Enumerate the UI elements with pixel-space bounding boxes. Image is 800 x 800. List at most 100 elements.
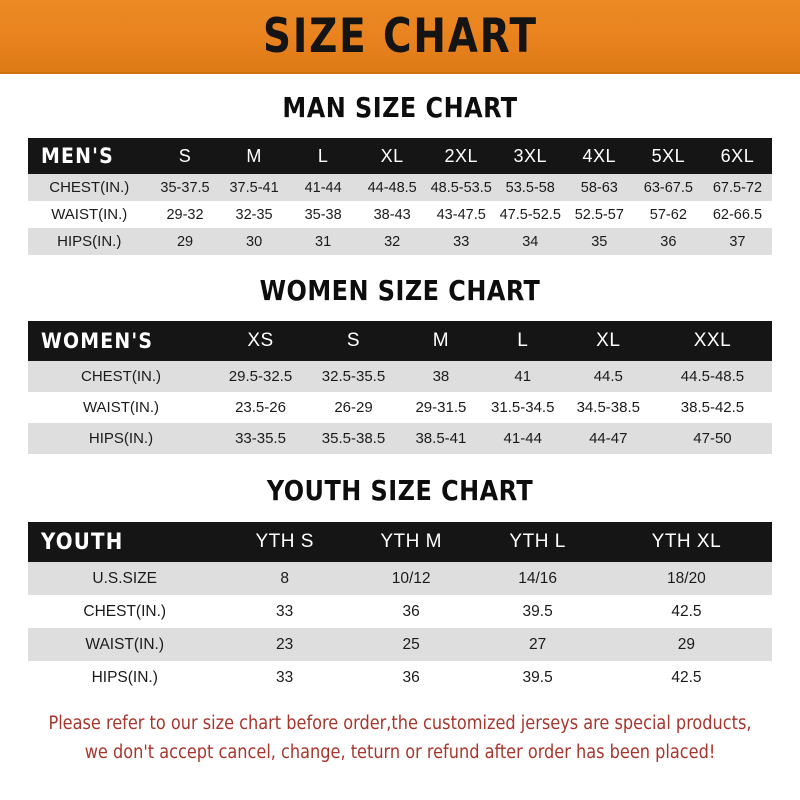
table-row: WAIST(IN.) 29-32 32-35 35-38 38-43 43-47… <box>28 201 772 228</box>
table-row: HIPS(IN.) 29 30 31 32 33 34 35 36 37 <box>28 228 772 255</box>
women-header-row: WOMEN'S XS S M L XL XXL <box>28 321 772 361</box>
youth-cell-0-2: 14/16 <box>518 569 557 587</box>
women-table-body: CHEST(IN.) 29.5-32.5 32.5-35.5 38 41 44.… <box>28 361 772 454</box>
youth-cell-2-0: 23 <box>276 635 294 653</box>
man-cell-1-4: 43-47.5 <box>436 206 486 223</box>
youth-header-row: YOUTH YTH S YTH M YTH L YTH XL <box>28 522 772 562</box>
women-cell-1-0: 23.5-26 <box>235 399 286 416</box>
man-table-head: MEN'S S M L XL 2XL 3XL 4XL 5XL 6XL <box>28 138 772 174</box>
man-cell-0-3: 44-48.5 <box>367 179 417 196</box>
youth-row-label-0: U.S.SIZE <box>92 569 158 587</box>
man-col-header-1: M <box>246 145 262 166</box>
women-cell-0-4: 44.5 <box>593 368 623 385</box>
disclaimer-line-1: Please refer to our size chart before or… <box>48 713 752 734</box>
youth-corner-label: YOUTH <box>41 529 124 555</box>
man-header-row: MEN'S S M L XL 2XL 3XL 4XL 5XL 6XL <box>28 138 772 174</box>
women-cell-1-1: 26-29 <box>334 399 373 416</box>
youth-cell-3-0: 33 <box>276 668 294 686</box>
youth-cell-0-1: 10/12 <box>391 569 431 587</box>
youth-cell-0-0: 8 <box>280 569 289 587</box>
man-cell-0-7: 63-67.5 <box>643 179 693 196</box>
youth-row-label-2: WAIST(IN.) <box>85 635 165 653</box>
man-cell-0-0: 35-37.5 <box>160 179 210 196</box>
women-cell-1-4: 34.5-38.5 <box>576 399 640 416</box>
youth-cell-1-0: 33 <box>276 602 294 620</box>
man-cell-1-1: 32-35 <box>235 206 273 223</box>
youth-cell-2-3: 29 <box>677 635 696 653</box>
women-cell-1-3: 31.5-34.5 <box>491 399 555 416</box>
man-size-table: MEN'S S M L XL 2XL 3XL 4XL 5XL 6XL CHEST… <box>28 138 772 255</box>
table-row: WAIST(IN.) 23 25 27 29 <box>28 628 772 661</box>
youth-cell-3-3: 42.5 <box>671 668 702 686</box>
man-cell-1-0: 29-32 <box>166 206 204 223</box>
women-cell-0-0: 29.5-32.5 <box>228 368 293 385</box>
youth-row-label-1: CHEST(IN.) <box>83 602 167 620</box>
youth-col-header-3: YTH XL <box>651 531 722 552</box>
man-col-header-2: L <box>317 145 329 166</box>
man-table-wrapper: MEN'S S M L XL 2XL 3XL 4XL 5XL 6XL CHEST… <box>0 138 800 255</box>
women-cell-0-5: 44.5-48.5 <box>680 368 745 385</box>
man-cell-2-6: 35 <box>591 233 608 250</box>
youth-col-header-1: YTH M <box>380 531 442 552</box>
youth-cell-2-2: 27 <box>528 635 547 653</box>
man-cell-1-5: 47.5-52.5 <box>499 206 561 223</box>
youth-table-body: U.S.SIZE 8 10/12 14/16 18/20 CHEST(IN.) … <box>28 562 772 694</box>
page-banner: SIZE CHART <box>0 0 800 74</box>
table-row: U.S.SIZE 8 10/12 14/16 18/20 <box>28 562 772 595</box>
disclaimer-line-2: we don't accept cancel, change, teturn o… <box>84 741 716 763</box>
youth-cell-1-2: 39.5 <box>522 602 553 620</box>
man-cell-0-4: 48.5-53.5 <box>430 179 492 196</box>
man-cell-1-3: 38-43 <box>373 206 411 223</box>
women-cell-2-2: 38.5-41 <box>415 430 467 447</box>
table-row: HIPS(IN.) 33 36 39.5 42.5 <box>28 661 772 694</box>
man-cell-2-5: 34 <box>522 233 539 250</box>
man-row-label-2: HIPS(IN.) <box>57 233 122 250</box>
man-section-title: MAN SIZE CHART <box>282 91 518 124</box>
youth-cell-3-1: 36 <box>402 668 420 686</box>
youth-table-head: YOUTH YTH S YTH M YTH L YTH XL <box>28 522 772 562</box>
disclaimer-note: Please refer to our size chart before or… <box>12 710 788 767</box>
page-title: SIZE CHART <box>262 8 538 64</box>
man-cell-0-2: 41-44 <box>304 179 342 196</box>
man-col-header-7: 5XL <box>651 145 686 166</box>
women-col-header-0: XS <box>247 330 274 351</box>
women-cell-1-5: 38.5-42.5 <box>680 399 745 416</box>
women-table-head: WOMEN'S XS S M L XL XXL <box>28 321 772 361</box>
women-row-label-0: CHEST(IN.) <box>81 368 161 385</box>
women-row-label-2: HIPS(IN.) <box>88 430 154 447</box>
man-cell-2-8: 37 <box>729 233 746 250</box>
women-cell-2-1: 35.5-38.5 <box>321 430 386 447</box>
women-cell-1-2: 29-31.5 <box>415 399 467 416</box>
man-cell-0-8: 67.5-72 <box>712 179 763 196</box>
man-cell-2-0: 29 <box>176 233 194 250</box>
youth-size-table: YOUTH YTH S YTH M YTH L YTH XL U.S.SIZE … <box>28 522 772 694</box>
women-size-table: WOMEN'S XS S M L XL XXL CHEST(IN.) 29.5-… <box>28 321 772 454</box>
youth-table-wrapper: YOUTH YTH S YTH M YTH L YTH XL U.S.SIZE … <box>0 522 800 694</box>
youth-cell-3-2: 39.5 <box>522 668 553 686</box>
man-table-body: CHEST(IN.) 35-37.5 37.5-41 41-44 44-48.5… <box>28 174 772 255</box>
women-section-title: WOMEN SIZE CHART <box>259 274 541 307</box>
women-col-header-4: XL <box>596 330 621 351</box>
women-cell-2-0: 33-35.5 <box>235 430 286 447</box>
youth-section-title: YOUTH SIZE CHART <box>266 474 534 507</box>
women-col-header-1: S <box>346 330 361 351</box>
women-corner-label: WOMEN'S <box>41 329 154 353</box>
women-cell-0-1: 32.5-35.5 <box>321 368 386 385</box>
man-col-header-6: 4XL <box>582 145 617 166</box>
women-cell-2-3: 41-44 <box>503 430 542 447</box>
man-row-label-1: WAIST(IN.) <box>51 206 128 223</box>
youth-col-header-0: YTH S <box>255 531 314 552</box>
youth-cell-1-1: 36 <box>402 602 420 620</box>
man-col-header-0: S <box>178 145 192 166</box>
women-cell-2-5: 47-50 <box>693 430 732 447</box>
table-row: CHEST(IN.) 29.5-32.5 32.5-35.5 38 41 44.… <box>28 361 772 392</box>
women-cell-0-2: 38 <box>432 368 450 385</box>
man-row-label-0: CHEST(IN.) <box>49 179 130 196</box>
youth-cell-0-3: 18/20 <box>667 569 706 587</box>
man-cell-2-7: 36 <box>660 233 677 250</box>
man-cell-0-6: 58-63 <box>580 179 618 196</box>
women-col-header-2: M <box>432 330 450 351</box>
table-row: WAIST(IN.) 23.5-26 26-29 29-31.5 31.5-34… <box>28 392 772 423</box>
women-row-label-1: WAIST(IN.) <box>82 399 160 416</box>
youth-col-header-2: YTH L <box>509 531 566 552</box>
